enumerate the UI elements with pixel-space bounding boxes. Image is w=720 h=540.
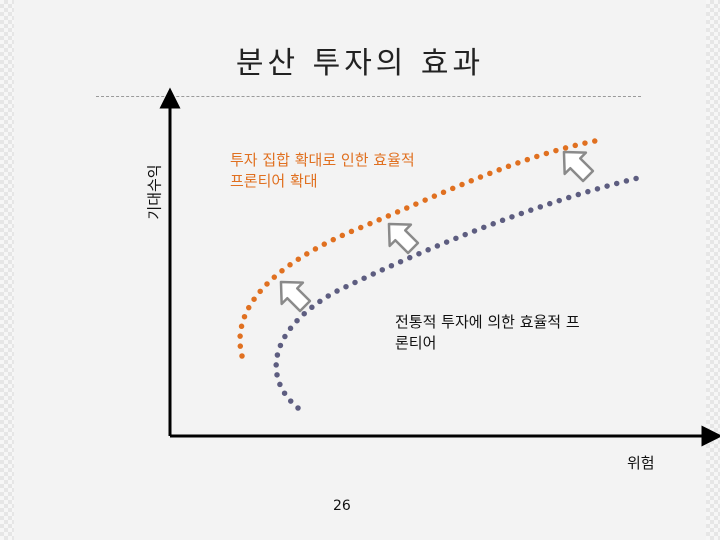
shift-arrow-icon [387,222,420,255]
expanded-frontier-note: 투자 집합 확대로 인한 효율적 프론티어 확대 [230,150,415,192]
traditional-frontier-note-line: 전통적 투자에 의한 효율적 프 [395,313,580,331]
page-number: 26 [333,498,351,514]
traditional-frontier-note: 전통적 투자에 의한 효율적 프 론티어 [395,312,645,354]
expanded-frontier-note-line: 투자 집합 확대로 인한 효율적 [230,151,415,169]
right-edge-pattern [706,0,720,540]
expanded-frontier-curve [237,137,603,359]
expanded-frontier-note-line: 프론티어 확대 [230,172,318,190]
y-axis-label: 기대수익 [145,164,164,220]
left-edge-pattern [0,0,14,540]
slide-background [14,0,706,540]
traditional-frontier-note-line: 론티어 [395,334,437,352]
x-axis-label: 위험 [627,454,655,472]
slide-title: 분산 투자의 효과 [235,46,485,81]
traditional-frontier-curve [273,175,641,411]
title-divider [96,96,641,97]
shift-arrow-icon [562,150,595,183]
shift-arrow-icon [279,280,312,313]
